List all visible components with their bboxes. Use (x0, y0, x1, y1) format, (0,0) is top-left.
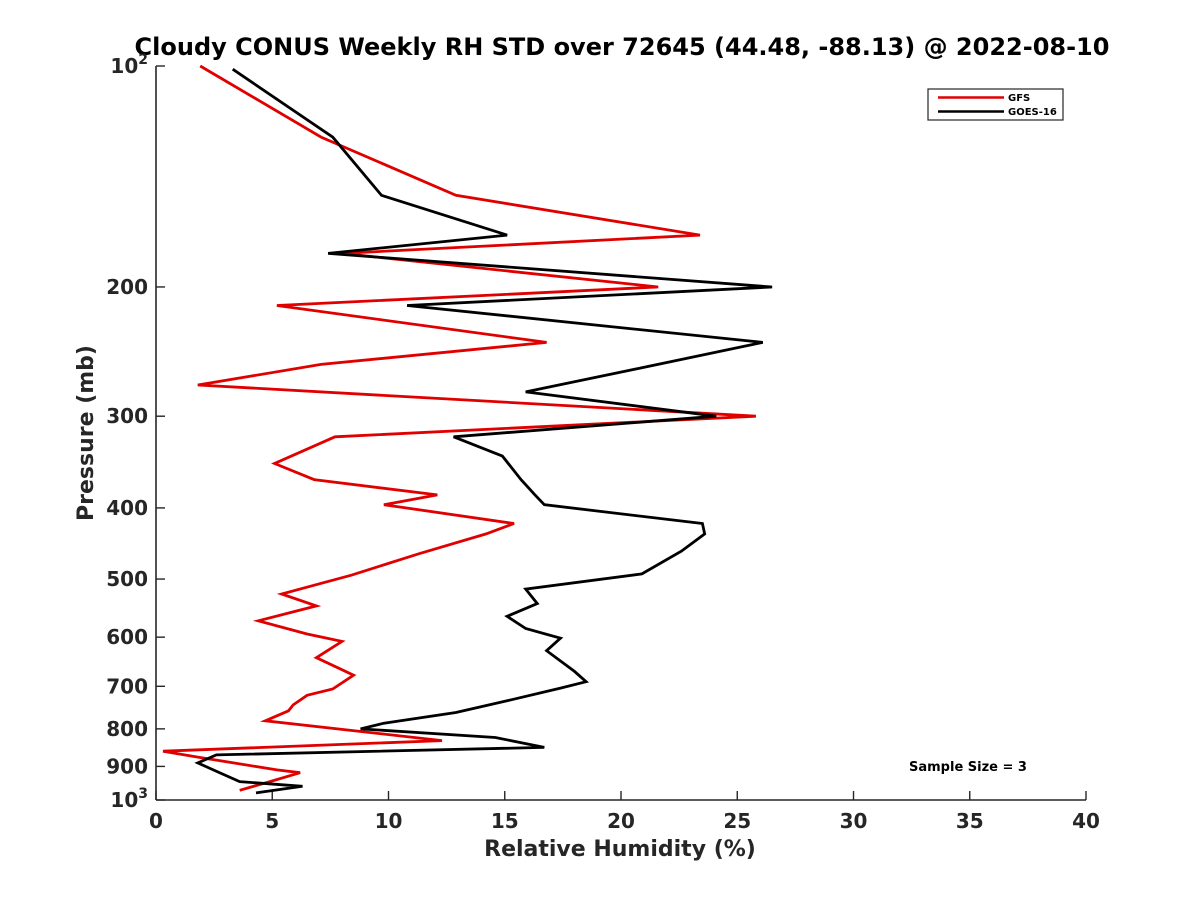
x-axis-label: Relative Humidity (%) (484, 837, 756, 862)
y-tick-label: 102 (110, 52, 148, 78)
y-axis-label: Pressure (mb) (74, 345, 99, 521)
legend-box (927, 88, 1064, 121)
y-tick-label: 500 (106, 567, 148, 591)
x-tick-label: 15 (491, 809, 519, 833)
legend-label-gfs: GFS (1008, 93, 1030, 104)
series-line-goes-16 (194, 68, 773, 795)
series-layer (162, 64, 773, 795)
x-tick-label: 5 (265, 809, 279, 833)
x-tick-label: 30 (840, 809, 868, 833)
x-tick-label: 25 (723, 809, 751, 833)
sample-size-annotation: Sample Size = 3 (909, 760, 1027, 775)
y-tick-label: 300 (106, 404, 148, 428)
y-tick-label: 600 (106, 625, 148, 649)
legend-label-goes-16: GOES-16 (1008, 107, 1057, 118)
axes-box (155, 66, 1086, 801)
y-tick-label: 700 (106, 674, 148, 698)
x-tick-label: 35 (956, 809, 984, 833)
y-tick-label: 400 (106, 496, 148, 520)
x-axis-ticks: 0 5 10 15 20 25 30 35 40 (149, 791, 1100, 833)
y-tick-label: 800 (106, 717, 148, 741)
x-tick-label: 40 (1072, 809, 1100, 833)
x-tick-label: 20 (607, 809, 635, 833)
series-line-gfs (162, 64, 756, 792)
y-tick-label: 900 (106, 754, 148, 778)
chart-title: Cloudy CONUS Weekly RH STD over 72645 (4… (135, 33, 1110, 61)
y-tick-label: 200 (106, 275, 148, 299)
x-tick-label: 0 (149, 809, 163, 833)
y-axis-ticks: 102 200 300 400 500 600 700 800 900 103 (106, 52, 165, 812)
x-tick-label: 10 (375, 809, 403, 833)
chart-legend: GFS GOES-16 (927, 88, 1064, 121)
y-tick-label: 103 (110, 786, 148, 812)
